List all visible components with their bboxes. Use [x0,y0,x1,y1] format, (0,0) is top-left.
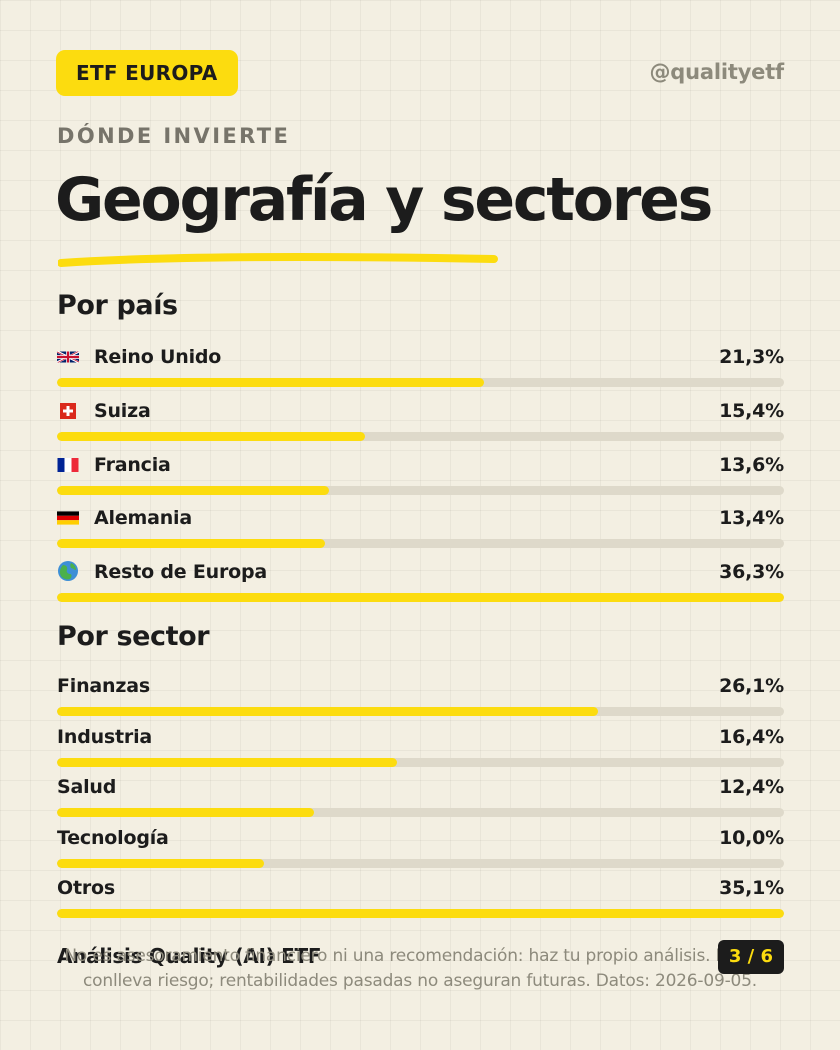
sector-label: Salud [57,774,116,800]
sector-bar-fill [57,909,784,918]
sector-percentage: 12,4% [719,776,784,798]
country-label: Alemania [57,505,192,532]
country-bar-fill [57,593,784,603]
sector-bar-track [57,707,784,716]
sector-label: Industria [57,724,152,750]
country-row: Suiza 15,4% [57,398,784,446]
globe-icon [57,560,81,586]
country-name: Alemania [94,507,192,530]
country-section-title: Por país [57,290,178,321]
title-underline [58,252,498,267]
sector-bar-fill [57,808,314,817]
sector-percentage: 26,1% [719,675,784,697]
country-row: Alemania 13,4% [57,505,784,553]
sector-bar-fill [57,757,397,767]
country-percentage: 21,3% [719,346,784,368]
sector-percentage: 16,4% [719,725,784,748]
country-label: Suiza [57,398,151,425]
country-bar-fill [57,378,484,387]
sector-bar-fill [57,858,265,868]
sector-bar-track [57,757,784,767]
country-bar-track [57,378,784,387]
country-bar-track [57,431,784,441]
sector-row: Otros 35,1% [57,875,784,923]
category-badge: ETF EUROPA [56,50,238,96]
country-row: Resto de Europa 36,3% [57,559,784,607]
france-flag-icon [57,453,81,479]
country-bar-track [57,539,784,549]
author-handle: @qualityetf [649,60,785,84]
sector-bar-fill [57,707,598,716]
sector-name: Salud [57,776,117,798]
sector-label: Otros [57,875,115,901]
country-percentage: 13,4% [719,507,784,530]
sector-label: Finanzas [57,673,150,699]
country-name: Suiza [94,399,151,422]
sector-bar-track [57,808,784,817]
sector-percentage: 35,1% [719,877,784,899]
country-bar-fill [57,539,326,549]
page-indicator: 3 / 6 [717,940,784,974]
sector-row: Salud 12,4% [57,774,784,822]
footer-brand: Análisis Quality (AI) ETF [57,944,322,968]
sector-row: Finanzas 26,1% [57,673,784,721]
country-bar-fill [57,485,330,495]
country-percentage: 36,3% [719,561,784,584]
country-label: Reino Unido [56,344,222,371]
country-row: Reino Unido 21,3% [56,344,784,392]
country-bar-track [57,593,784,603]
sector-section-title: Por sector [57,621,210,652]
swiss-flag-icon [57,399,81,425]
country-bar-fill [57,431,366,441]
sector-percentage: 10,0% [719,826,784,849]
germany-flag-icon [57,506,81,532]
sector-row: Tecnología 10,0% [57,825,784,873]
sector-row: Industria 16,4% [57,724,784,772]
uk-flag-icon [56,345,81,371]
country-label: Francia [57,452,171,479]
sector-name: Tecnología [57,826,169,849]
country-name: Resto de Europa [94,561,268,584]
country-name: Francia [94,453,171,476]
sector-bar-track [57,909,784,918]
sector-name: Finanzas [57,675,150,697]
country-name: Reino Unido [94,346,222,368]
sector-name: Industria [57,725,153,748]
country-label: Resto de Europa [57,559,267,586]
kicker-text: DÓNDE INVIERTE [57,124,291,148]
country-bar-track [57,485,784,495]
sector-name: Otros [57,877,115,899]
page-title: Geografía y sectores [55,165,713,235]
country-percentage: 13,6% [719,453,784,476]
country-row: Francia 13,6% [57,452,784,500]
disclaimer-text: No es asesoramiento financiero ni una re… [64,946,776,991]
sector-label: Tecnología [57,825,169,851]
sector-bar-track [57,858,784,868]
country-percentage: 15,4% [719,399,784,422]
